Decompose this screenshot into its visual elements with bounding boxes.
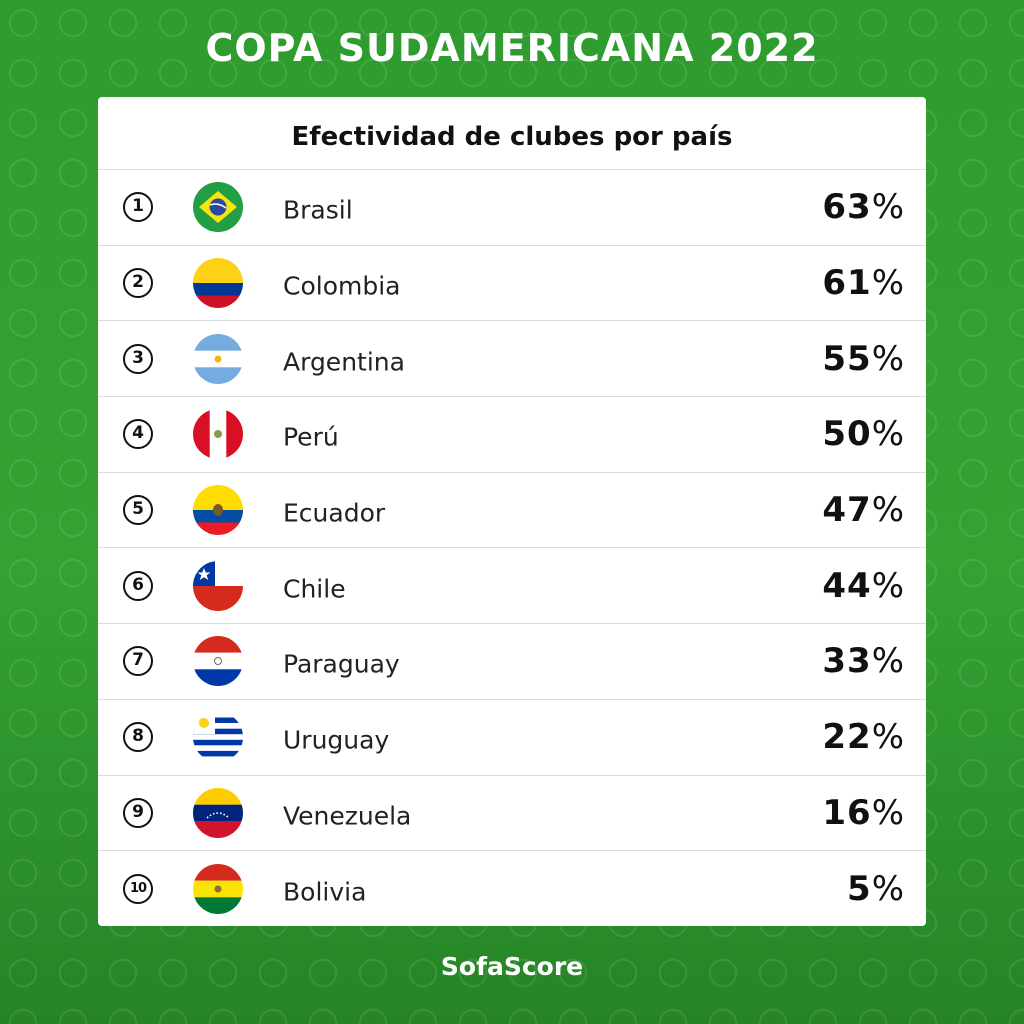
colombia-flag-icon [193,258,243,309]
chile-flag-icon [193,560,243,611]
percentage-value: 33% [822,641,904,682]
country-name: Brasil [283,195,353,225]
percentage-value: 50% [822,414,904,455]
percentage-value: 5% [847,868,904,909]
ranking-card: Efectividad de clubes por país 1 Brasil … [98,97,926,926]
peru-flag-icon [193,409,243,460]
card-title: Efectividad de clubes por país [98,97,926,170]
country-name: Ecuador [283,498,386,528]
table-row: 5 Ecuador 47% [98,473,926,549]
uruguay-flag-icon [193,712,243,763]
rank-badge: 6 [123,570,153,601]
paraguay-flag-icon [193,636,243,687]
country-name: Venezuela [283,801,412,831]
country-name: Perú [283,422,339,452]
percentage-value: 22% [822,717,904,758]
rank-badge: 3 [123,343,153,374]
percentage-value: 44% [822,565,904,606]
rank-badge: 2 [123,268,153,299]
percentage-value: 55% [822,338,904,379]
percentage-value: 16% [822,792,904,833]
country-name: Chile [283,574,346,604]
table-row: 6 Chile 44% [98,548,926,625]
venezuela-flag-icon [193,787,243,838]
rank-badge: 9 [123,797,153,828]
table-row: 4 Perú 50% [98,397,926,473]
rank-badge: 1 [123,192,153,223]
table-row: 2 Colombia 61% [98,246,926,322]
country-name: Bolivia [283,876,367,906]
percentage-value: 47% [822,490,904,531]
table-row: 7 Paraguay 33% [98,624,926,700]
page-title: COPA SUDAMERICANA 2022 [205,26,819,70]
rank-badge: 10 [123,873,153,904]
brand-logo: SofaScore [440,952,584,981]
bolivia-flag-icon [193,863,243,914]
argentina-flag-icon [193,333,243,384]
country-name: Paraguay [283,649,400,679]
rank-badge: 7 [123,646,153,677]
ecuador-flag-icon [193,485,243,536]
table-row: 3 Argentina 55% [98,321,926,398]
rank-badge: 4 [123,419,153,450]
table-row: 8 Uruguay 22% [98,700,926,776]
table-row: 1 Brasil 63% [98,170,926,246]
country-name: Uruguay [283,725,390,755]
country-name: Colombia [283,271,401,301]
percentage-value: 61% [822,263,904,304]
brazil-flag-icon [193,182,243,233]
table-row: 10 Bolivia 5% [98,851,926,926]
percentage-value: 63% [822,187,904,228]
table-row: 9 Venezuela 16% [98,776,926,852]
rank-badge: 8 [123,722,153,753]
rank-badge: 5 [123,495,153,526]
country-name: Argentina [283,347,405,377]
